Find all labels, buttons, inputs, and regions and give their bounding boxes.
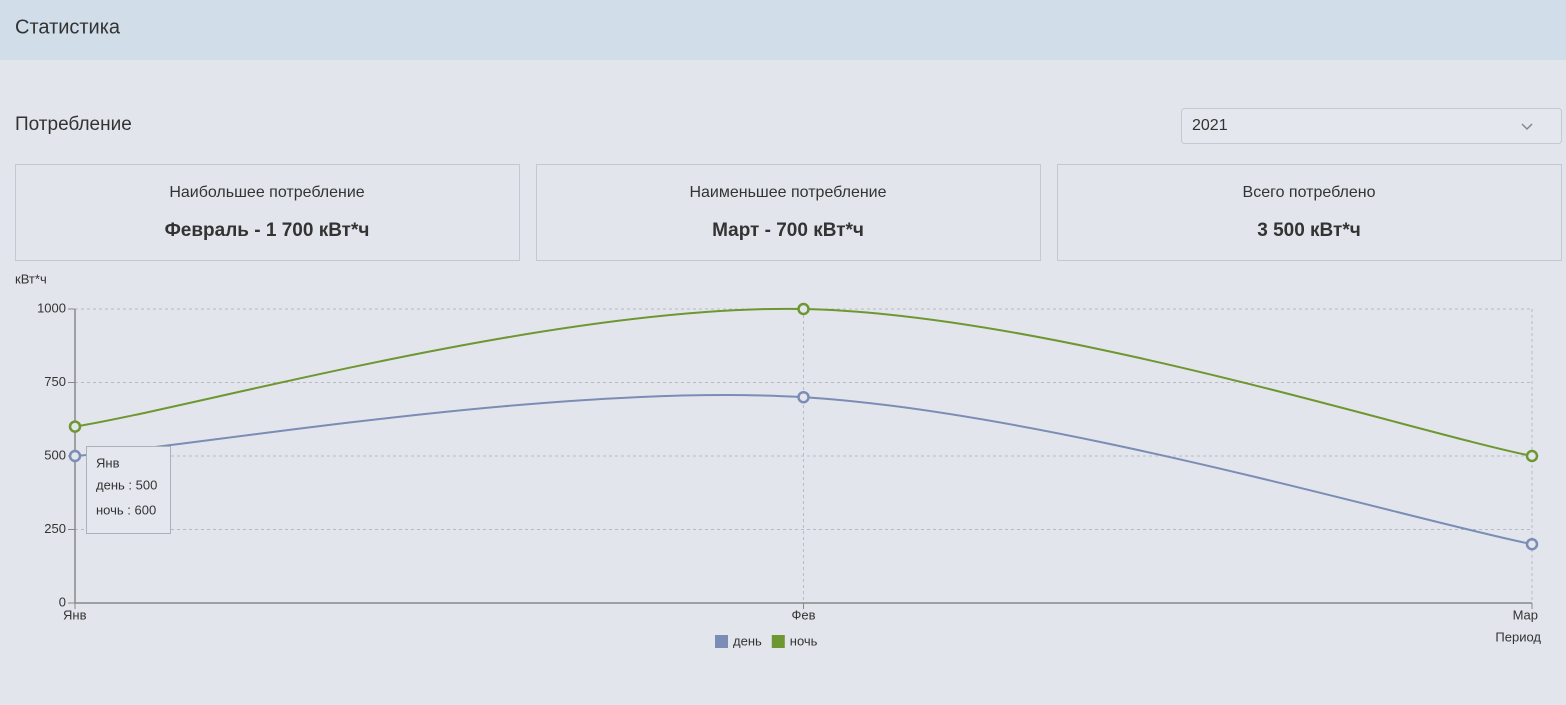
card-label: Наименьшее потребление <box>689 184 886 201</box>
data-point <box>68 420 82 433</box>
tooltip-box <box>86 446 171 534</box>
stat-card <box>536 164 1041 261</box>
x-tick-label: Мар <box>1513 607 1538 622</box>
data-point <box>1525 449 1539 463</box>
year-select[interactable]: 2021 <box>1181 108 1562 144</box>
y-tick-label: 500 <box>44 447 66 462</box>
legend-swatch <box>715 635 728 648</box>
section-title: Потребление <box>15 114 132 135</box>
tooltip-line: ночь : 600 <box>96 502 156 517</box>
header-bar <box>0 0 1566 60</box>
cards: Наибольшее потребление Февраль - 1 700 кВ… <box>15 164 1562 261</box>
card-label: Всего потреблено <box>1243 184 1376 201</box>
stat-card <box>1057 164 1562 261</box>
y-tick-label: 1000 <box>37 300 66 315</box>
card-value: Февраль - 1 700 кВт*ч <box>165 220 370 241</box>
select-value[interactable]: 2021 <box>1192 117 1228 134</box>
select-box[interactable] <box>1181 108 1562 144</box>
legend-label: день <box>733 633 762 648</box>
data-point <box>68 449 82 463</box>
header-title: Статистика <box>15 16 121 38</box>
x-tick-label: Янв <box>63 607 87 622</box>
select-arrow[interactable] <box>1521 123 1533 131</box>
x-axis-label: Период <box>1495 629 1541 644</box>
stat-card <box>15 164 520 261</box>
x-tick-label: Фев <box>791 607 815 622</box>
data-point <box>797 390 810 404</box>
card-value: Март - 700 кВт*ч <box>712 220 864 241</box>
data-point <box>797 302 810 316</box>
card-value: 3 500 кВт*ч <box>1257 220 1361 241</box>
y-tick-label: 0 <box>59 594 66 609</box>
y-tick-label: 250 <box>44 521 66 536</box>
y-tick-label: 750 <box>44 374 66 389</box>
tooltip-title: Янв <box>96 455 120 470</box>
tooltip-line: день : 500 <box>96 477 157 492</box>
chart: кВт*ч 0 250 500 750 1000 Янв Фев Мар Период день но… <box>15 271 1541 648</box>
legend-swatch <box>771 635 785 648</box>
card-label: Наибольшее потребление <box>169 184 364 201</box>
legend-label: ночь <box>790 633 818 648</box>
data-point <box>1525 537 1539 551</box>
y-axis-label: кВт*ч <box>15 271 47 286</box>
